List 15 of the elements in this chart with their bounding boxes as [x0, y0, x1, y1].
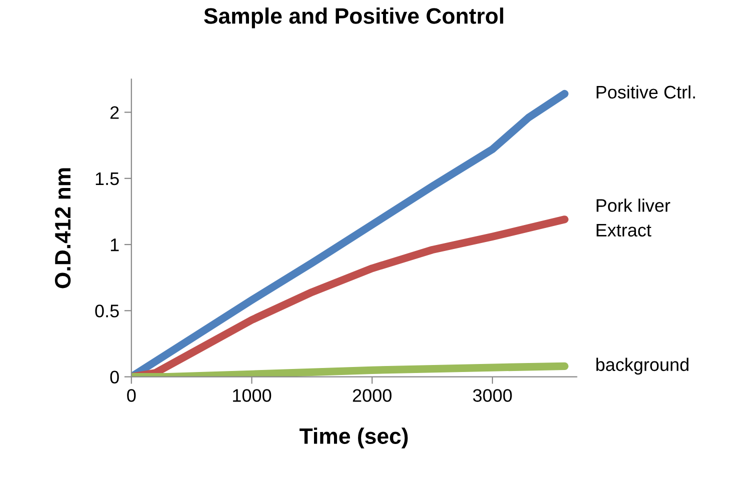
y-tick-label: 0 — [110, 370, 119, 384]
x-tick-label: 3000 — [473, 389, 512, 402]
x-axis-title: Time (sec) — [300, 428, 408, 448]
x-tick-label: 1000 — [233, 389, 272, 402]
series-label: Pork liver Extract — [596, 198, 670, 237]
series-label: Positive Ctrl. — [596, 85, 695, 99]
x-tick-label: 0 — [127, 389, 136, 402]
y-tick-label: 1 — [110, 238, 119, 252]
chart-title: Sample and Positive Control — [204, 8, 504, 28]
y-tick-label: 2 — [110, 106, 119, 119]
y-tick-label: 0.5 — [95, 304, 119, 318]
y-axis-title: O.D.412 nm — [54, 168, 71, 288]
series-label: background — [596, 358, 688, 375]
x-tick-label: 2000 — [352, 389, 392, 402]
y-tick-label: 1.5 — [96, 172, 119, 186]
